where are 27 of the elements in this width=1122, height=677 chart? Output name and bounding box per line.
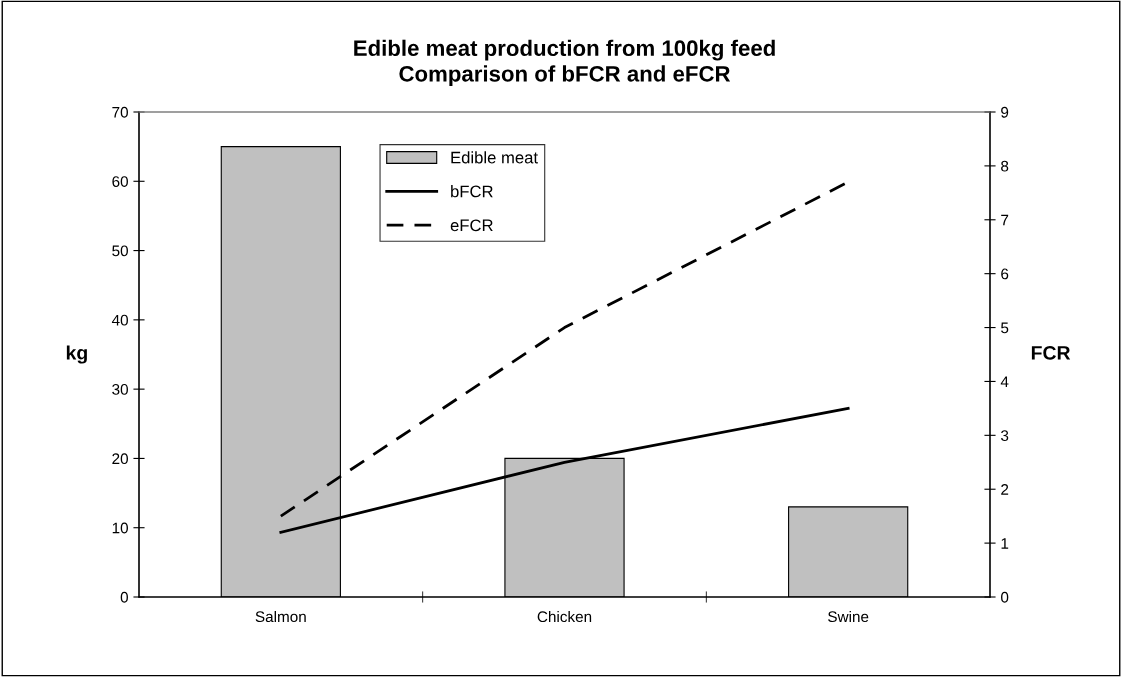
y2-tick-label: 6 [1001, 268, 1009, 280]
y2-tick-label: 3 [1001, 430, 1009, 442]
y2-tick-label: 5 [1001, 322, 1009, 334]
y-tick-label: 60 [112, 176, 128, 187]
y-axis-title: kg [66, 345, 87, 364]
y2-tick-label: 4 [1000, 376, 1009, 387]
x-tick-label: Salmon [255, 610, 306, 623]
y-tick-label: 50 [112, 245, 128, 257]
y-tick-label: 40 [111, 314, 128, 326]
x-tick-label: Chicken [537, 610, 592, 623]
y2-tick-label: 8 [1001, 160, 1009, 172]
y-tick-label: 20 [112, 453, 128, 465]
legend-label: eFCR [450, 219, 493, 232]
chart-title: Edible meat production from 100kg feed Comparison of bFCR and eFCR [354, 39, 775, 87]
y2-tick-label: 1 [1001, 538, 1009, 549]
y-tick-label: 0 [120, 591, 128, 603]
y2-tick-label: 2 [1001, 484, 1009, 495]
y2-tick-label: 0 [1001, 591, 1009, 603]
legend-label: Edible meat [451, 151, 538, 164]
y2-axis-title: FCR [1031, 345, 1071, 360]
y-tick-label: 30 [112, 384, 128, 395]
y2-tick-label: 7 [1001, 214, 1009, 226]
x-tick-label: Swine [828, 610, 869, 623]
y2-tick-label: 9 [1001, 106, 1009, 118]
y-tick-label: 70 [112, 106, 128, 118]
legend-label: bFCR [451, 185, 493, 198]
y-tick-label: 10 [112, 522, 128, 534]
